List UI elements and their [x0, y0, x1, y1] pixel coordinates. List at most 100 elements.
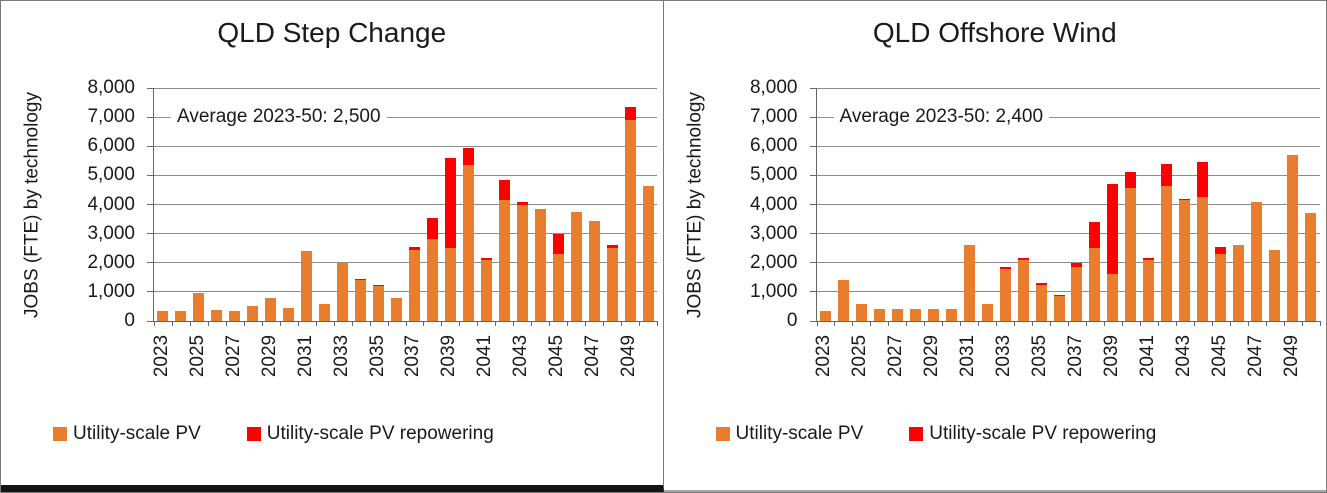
gridline	[816, 291, 1320, 293]
x-axis-tick-mark	[1319, 321, 1321, 326]
x-tick-label: 2043	[1172, 334, 1194, 378]
y-tick-label: 1,000	[87, 280, 135, 302]
y-axis-title: JOBS (FTE) by technology	[684, 92, 705, 318]
x-axis-tick-mark	[1175, 321, 1177, 326]
x-axis-tick-mark	[333, 321, 335, 326]
x-axis-tick-mark	[942, 321, 944, 326]
bar-2034	[1017, 258, 1029, 321]
bar-segment-utility-scale-pv	[1053, 296, 1065, 321]
y-tick-label: 2,000	[87, 251, 135, 273]
x-axis-tick-mark	[189, 321, 191, 326]
gridline	[816, 174, 1320, 176]
bar-2031	[963, 245, 975, 321]
x-tick-label: 2047	[582, 334, 604, 378]
y-axis-tick-mark	[809, 320, 817, 322]
bar-2036	[1053, 294, 1065, 321]
bar-2029	[927, 309, 939, 321]
bar-segment-utility-scale-pv	[193, 293, 205, 321]
x-axis-tick-mark	[1283, 321, 1285, 326]
bar-segment-utility-scale-pv	[1035, 284, 1047, 321]
plot-area	[147, 87, 658, 326]
legend-item-utility-scale-pv: Utility-scale PV	[53, 423, 201, 445]
bar-2050	[1305, 213, 1317, 321]
gridline	[154, 204, 657, 205]
bar-segment-utility-scale-pv	[1107, 274, 1119, 321]
y-axis-tick-mark	[147, 262, 154, 264]
bar-segment-utility-scale-pv-repowering	[624, 106, 636, 121]
bar-segment-utility-scale-pv	[981, 303, 993, 321]
bar-segment-utility-scale-pv-repowering	[1179, 198, 1191, 201]
bar-2043	[516, 201, 528, 321]
x-tick-label: 2041	[474, 334, 496, 378]
y-axis-tick-mark	[809, 262, 817, 264]
x-axis-tick-mark	[1139, 321, 1141, 326]
x-axis-tick-mark	[441, 321, 443, 326]
x-axis-tick-mark	[1211, 321, 1213, 326]
x-axis-tick-mark	[1103, 321, 1105, 326]
x-axis-tick-mark	[207, 321, 209, 326]
x-axis-tick-mark	[1265, 321, 1267, 326]
y-axis-tick-mark	[147, 320, 154, 322]
bar-2023	[819, 310, 831, 321]
bar-segment-utility-scale-pv	[606, 248, 618, 321]
bar-2044	[534, 208, 546, 321]
y-tick-label: 5,000	[87, 164, 135, 186]
bar-segment-utility-scale-pv	[391, 297, 403, 321]
y-axis-tick-mark	[147, 204, 154, 205]
legend-swatch-pv-icon	[715, 427, 730, 441]
bar-segment-utility-scale-pv	[999, 268, 1011, 321]
x-axis-tick-mark	[978, 321, 980, 326]
gridline	[154, 145, 657, 147]
bar-segment-utility-scale-pv	[175, 310, 187, 321]
bar-2035	[373, 284, 385, 321]
legend-swatch-repowering-icon	[909, 427, 924, 441]
x-tick-label: 2027	[885, 334, 907, 378]
bar-segment-utility-scale-pv	[873, 309, 885, 321]
gridline	[816, 145, 1320, 147]
bar-segment-utility-scale-pv	[1215, 254, 1227, 321]
bar-segment-utility-scale-pv	[588, 220, 600, 321]
x-axis-tick-mark	[1121, 321, 1123, 326]
bar-segment-utility-scale-pv	[408, 249, 420, 321]
y-axis-tick-mark	[809, 87, 817, 89]
bar-segment-utility-scale-pv-repowering	[355, 278, 367, 281]
x-axis-tick-mark	[513, 321, 515, 326]
bar-2038	[426, 217, 438, 321]
legend-item-utility-scale-pv: Utility-scale PV	[715, 423, 863, 445]
bar-segment-utility-scale-pv-repowering	[516, 201, 528, 205]
bar-segment-utility-scale-pv	[1089, 248, 1101, 321]
x-axis-tick-mark	[924, 321, 926, 326]
bar-2041	[1143, 257, 1155, 321]
bar-segment-utility-scale-pv-repowering	[1089, 221, 1101, 249]
bar-2043	[1179, 198, 1191, 321]
bar-segment-utility-scale-pv	[1233, 245, 1245, 321]
bar-segment-utility-scale-pv	[301, 251, 313, 321]
bar-segment-utility-scale-pv	[963, 245, 975, 321]
bar-segment-utility-scale-pv-repowering	[408, 246, 420, 250]
bar-segment-utility-scale-pv	[945, 309, 957, 321]
x-tick-label: 2027	[222, 334, 244, 378]
legend-label: Utility-scale PV repowering	[929, 423, 1157, 444]
bar-segment-utility-scale-pv	[1305, 213, 1317, 321]
bar-2032	[319, 303, 331, 321]
chart-title: QLD Step Change	[217, 17, 447, 48]
bar-2039	[444, 157, 456, 321]
y-axis-tick-mark	[147, 145, 154, 147]
gridline	[154, 87, 657, 89]
y-axis-title: JOBS (FTE) by technology	[21, 92, 43, 318]
x-tick-label: 2035	[1029, 334, 1051, 378]
bar-segment-utility-scale-pv-repowering	[480, 257, 492, 260]
bar-segment-utility-scale-pv	[1197, 197, 1209, 321]
bar-2038	[1089, 221, 1101, 321]
bar-segment-utility-scale-pv	[480, 259, 492, 321]
x-axis-tick-mark	[243, 321, 245, 326]
x-tick-label: 2041	[1136, 334, 1158, 378]
bar-2044	[1197, 162, 1209, 321]
x-axis-tick-mark	[834, 321, 836, 326]
bar-2035	[1035, 283, 1047, 321]
x-axis-tick-mark	[531, 321, 533, 326]
x-axis-tick-mark	[1193, 321, 1195, 326]
x-axis-tick-mark	[261, 321, 263, 326]
x-tick-label: 2037	[1064, 334, 1086, 378]
